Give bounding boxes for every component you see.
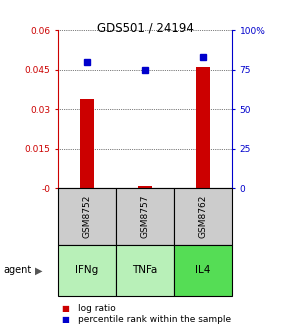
Bar: [80, 99, 94, 188]
Bar: [174, 245, 232, 296]
Bar: [116, 188, 174, 245]
Text: GSM8762: GSM8762: [198, 195, 208, 239]
Text: ■: ■: [61, 315, 69, 324]
Bar: [58, 188, 116, 245]
Bar: [58, 245, 116, 296]
Bar: [116, 245, 174, 296]
Bar: [196, 67, 210, 188]
Text: GSM8757: GSM8757: [140, 195, 150, 239]
Text: ■: ■: [61, 304, 69, 313]
Text: percentile rank within the sample: percentile rank within the sample: [78, 315, 231, 324]
Text: IFNg: IFNg: [75, 265, 99, 276]
Text: TNFa: TNFa: [132, 265, 158, 276]
Text: GDS501 / 24194: GDS501 / 24194: [97, 22, 193, 35]
Text: IL4: IL4: [195, 265, 211, 276]
Text: ▶: ▶: [35, 265, 42, 276]
Text: GSM8752: GSM8752: [82, 195, 92, 239]
Bar: [174, 188, 232, 245]
Text: agent: agent: [3, 265, 31, 276]
Bar: [138, 185, 152, 188]
Text: log ratio: log ratio: [78, 304, 116, 313]
